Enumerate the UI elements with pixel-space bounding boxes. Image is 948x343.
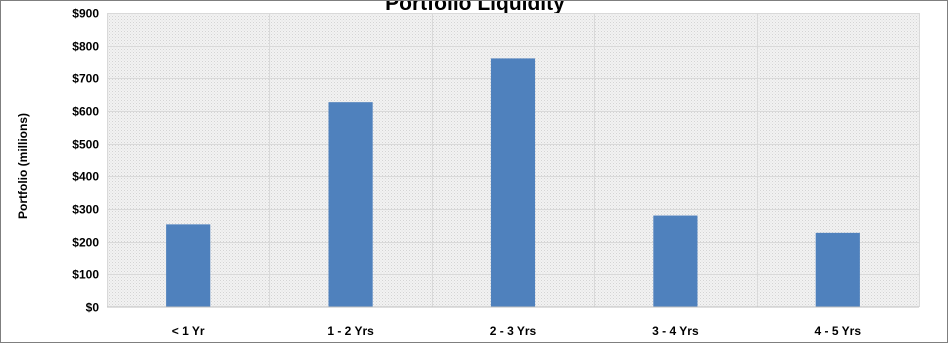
bar xyxy=(166,224,211,307)
y-tick-label: $100 xyxy=(72,268,99,282)
y-tick-label: $900 xyxy=(72,7,99,21)
x-tick-label: 1 - 2 Yrs xyxy=(327,324,374,338)
bars xyxy=(166,58,860,308)
y-tick-label: $200 xyxy=(72,236,99,250)
y-tick-label: $700 xyxy=(72,72,99,86)
y-tick-label: $400 xyxy=(72,170,99,184)
bar xyxy=(328,102,373,308)
y-tick-label: $600 xyxy=(72,105,99,119)
x-tick-label: 3 - 4 Yrs xyxy=(652,324,699,338)
bar xyxy=(653,215,698,307)
x-tick-label: 4 - 5 Yrs xyxy=(815,324,862,338)
y-tick-label: $300 xyxy=(72,203,99,217)
x-tick-label: 2 - 3 Yrs xyxy=(490,324,537,338)
chart-title: Portfolio Liquidity xyxy=(385,0,565,15)
y-tick-label: $500 xyxy=(72,138,99,152)
bar xyxy=(490,58,536,308)
y-axis-ticks: $0 $100 $200 $300 $400 $500 $600 $700 $800 $900 xyxy=(72,7,99,315)
y-tick-label: $800 xyxy=(72,40,99,54)
x-axis-ticks: < 1 Yr 1 - 2 Yrs 2 - 3 Yrs 3 - 4 Yrs 4 - 5 Y… xyxy=(172,324,862,338)
bar xyxy=(815,232,860,307)
x-tick-label: < 1 Yr xyxy=(172,324,205,338)
y-tick-label: $0 xyxy=(86,301,100,315)
